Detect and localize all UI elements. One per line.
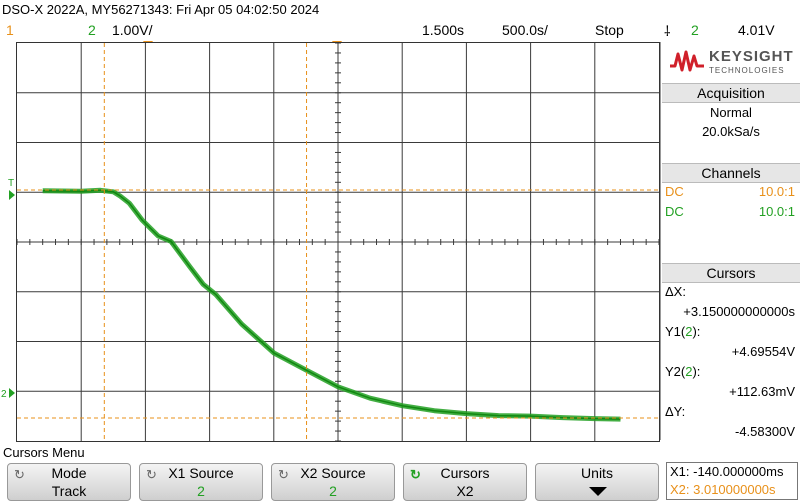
channel-2-waveform — [42, 187, 621, 422]
rotate-icon: ↻ — [14, 467, 25, 482]
trigger-source[interactable]: 2 — [691, 22, 699, 38]
y1-value: +4.69554V — [731, 344, 795, 359]
channel-2-coupling: DC — [665, 204, 684, 219]
channel-2-label[interactable]: 2 — [88, 22, 96, 38]
channel-1-label[interactable]: 1 — [6, 22, 14, 38]
down-arrow-icon — [589, 487, 607, 496]
cursors-softkey-value: X2 — [456, 483, 474, 499]
units-softkey-label: Units — [581, 465, 613, 481]
brand-name: KEYSIGHT — [709, 48, 794, 65]
y1-label: Y1(2): — [665, 324, 701, 339]
cursors-header: Cursors — [662, 263, 800, 283]
acquisition-header: Acquisition — [662, 83, 800, 103]
timebase-scale[interactable]: 500.0s/ — [502, 22, 548, 38]
channel-2-probe: 10.0:1 — [758, 204, 795, 219]
rotate-green-icon: ↻ — [410, 467, 421, 482]
ground-arrow-icon — [9, 388, 15, 398]
x2-readout: X2: 3.010000000s — [670, 482, 776, 497]
trigger-arrow-icon — [9, 190, 15, 200]
cursor-readout-box: X1: -140.000000ms X2: 3.010000000s — [666, 462, 798, 500]
trigger-level[interactable]: 4.01V — [738, 22, 775, 38]
trigger-level-marker: T — [8, 178, 15, 189]
delta-y-label: ΔY: — [665, 404, 686, 419]
rotate-icon: ↻ — [278, 467, 289, 482]
keysight-logo-icon — [669, 48, 705, 79]
acquisition-rate: 20.0kSa/s — [702, 124, 760, 139]
mode-softkey-label: Mode — [51, 465, 87, 481]
delta-x-label: ΔX: — [665, 284, 686, 299]
rotate-icon: ↻ — [146, 467, 157, 482]
delta-y-value: -4.58300V — [735, 424, 795, 439]
channels-header: Channels — [662, 163, 800, 183]
x1-source-label: X1 Source — [168, 465, 234, 481]
channel-2-waveform-core — [42, 189, 621, 420]
trigger-edge-icon: ⸸ — [664, 23, 671, 39]
x1-readout: X1: -140.000000ms — [670, 464, 784, 479]
ground-marker: 2 — [1, 389, 7, 400]
y2-value: +112.63mV — [729, 384, 795, 399]
x1-source-softkey[interactable]: ↻ X1 Source 2 — [139, 463, 263, 501]
units-softkey[interactable]: Units — [535, 463, 659, 501]
window-title: DSO-X 2022A, MY56271343: Fri Apr 05 04:0… — [2, 2, 320, 17]
cursors-softkey[interactable]: ↻ Cursors X2 — [403, 463, 527, 501]
x2-source-label: X2 Source — [300, 465, 366, 481]
menu-title: Cursors Menu — [3, 445, 85, 460]
channel-1-probe: 10.0:1 — [758, 184, 795, 199]
cursors-softkey-label: Cursors — [440, 465, 490, 481]
side-panel: KEYSIGHT TECHNOLOGIES Acquisition Normal… — [660, 42, 800, 440]
channel-1-coupling: DC — [665, 184, 684, 199]
x1-source-value: 2 — [197, 483, 205, 499]
brand-subtitle: TECHNOLOGIES — [709, 66, 785, 75]
channel-2-scale[interactable]: 1.00V/ — [112, 22, 153, 38]
y2-label: Y2(2): — [665, 364, 701, 379]
mode-softkey-value: Track — [51, 483, 87, 499]
waveform-display[interactable] — [16, 42, 660, 442]
run-state[interactable]: Stop — [595, 22, 624, 38]
acquisition-mode: Normal — [710, 105, 752, 120]
delta-x-value: +3.150000000000s — [683, 304, 795, 319]
mode-softkey[interactable]: ↻ Mode Track — [7, 463, 131, 501]
timebase-position[interactable]: 1.500s — [422, 22, 465, 38]
x2-source-softkey[interactable]: ↻ X2 Source 2 — [271, 463, 395, 501]
x2-source-value: 2 — [329, 483, 337, 499]
waveform-plot — [16, 42, 660, 442]
